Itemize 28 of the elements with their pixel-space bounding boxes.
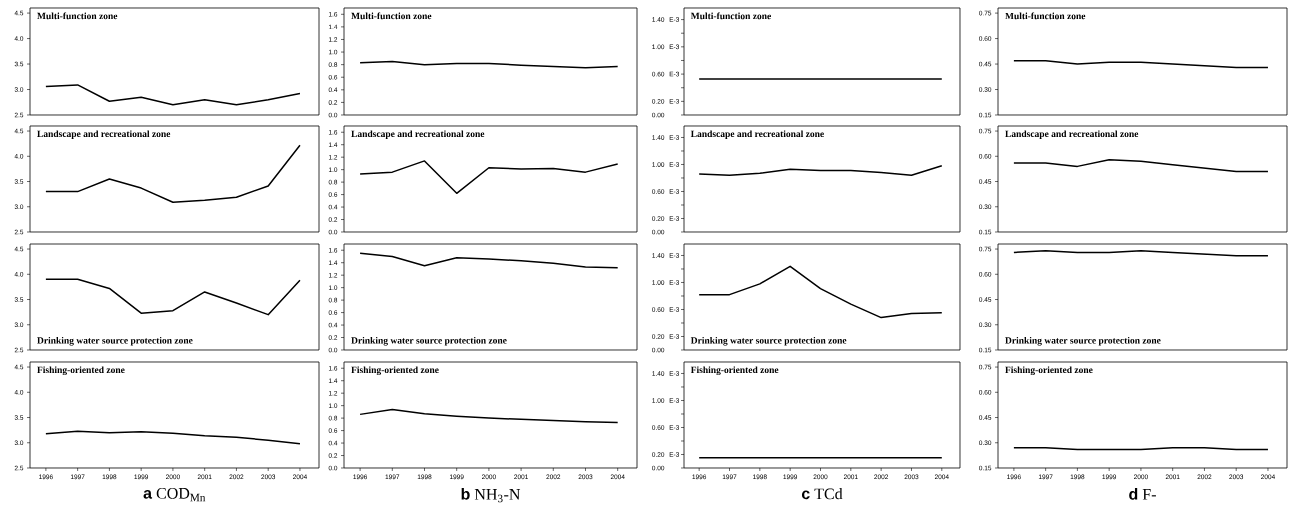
chart-title: Multi-function zone: [690, 12, 771, 20]
line-series: [359, 160, 619, 195]
line-series: [698, 165, 943, 177]
chart-title: Landscape and recreational zone: [1005, 130, 1139, 139]
x-axis-title: c TCd: [801, 488, 843, 500]
text: Drinking water source protection zone: [351, 336, 507, 346]
text: Drinking water source protection zone: [690, 336, 847, 346]
chart-title: Fishing-oriented zone: [37, 366, 125, 376]
text: Drinking water source protection zone: [1005, 336, 1161, 346]
chart-title: Landscape and recreational zone: [690, 130, 824, 139]
chart-title: Fishing-oriented zone: [690, 366, 779, 376]
line-series: [45, 430, 301, 445]
line-series: [45, 278, 301, 316]
chart-title: Fishing-oriented zone: [1005, 366, 1093, 376]
chart-title: Multi-function zone: [1005, 12, 1086, 20]
chart-title: Multi-function zone: [37, 12, 118, 20]
chart-title: Landscape and recreational zone: [37, 130, 171, 139]
line-series: [45, 84, 301, 106]
x-axis-title: b NH$_{3}$-N: [461, 488, 521, 503]
chart-title: Multi-function zone: [351, 12, 432, 20]
x-axis-title: d F-: [1129, 488, 1156, 500]
chart-title: Fishing-oriented zone: [351, 366, 439, 376]
text: Drinking water source protection zone: [37, 336, 193, 346]
chart-title: Landscape and recreational zone: [351, 130, 485, 139]
x-axis-title: a COD$_{Mn}$: [143, 488, 206, 502]
line-series: [45, 144, 301, 203]
line-series: [698, 265, 943, 319]
line-series: [359, 252, 619, 269]
